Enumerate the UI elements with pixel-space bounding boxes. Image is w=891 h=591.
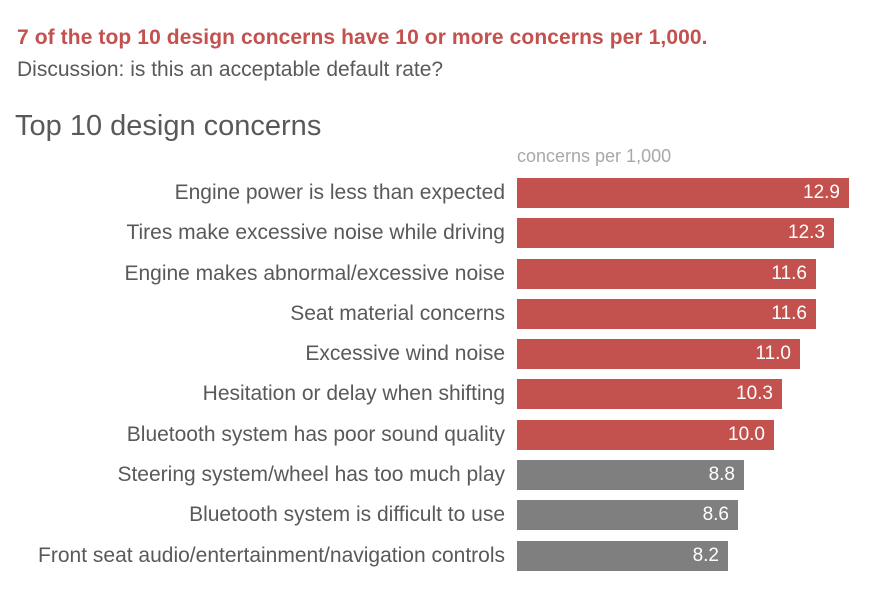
- category-label: Tires make excessive noise while driving: [126, 221, 505, 245]
- bar-value-label: 8.6: [702, 504, 729, 526]
- bar-track: 8.6: [517, 500, 891, 531]
- bar: 11.6: [517, 258, 816, 289]
- bar: 10.3: [517, 379, 782, 410]
- bar-row: Seat material concerns 11.6: [0, 298, 891, 329]
- bar-value-label: 10.0: [728, 423, 765, 445]
- value-axis-label: concerns per 1,000: [517, 146, 672, 166]
- bar-value-label: 11.6: [771, 302, 807, 324]
- category-label: Steering system/wheel has too much play: [117, 463, 505, 487]
- bar-row: Bluetooth system has poor sound quality …: [0, 419, 891, 450]
- category-label: Bluetooth system is difficult to use: [189, 503, 505, 527]
- bar-track: 12.9: [517, 178, 891, 208]
- bar-row: Tires make excessive noise while driving…: [0, 218, 891, 249]
- bar-row: Steering system/wheel has too much play …: [0, 460, 891, 491]
- bar: 8.8: [517, 460, 744, 491]
- bar-track: 12.3: [517, 218, 891, 249]
- category-label: Hesitation or delay when shifting: [202, 382, 505, 406]
- category-label: Front seat audio/entertainment/navigatio…: [38, 543, 505, 567]
- bar-row: Front seat audio/entertainment/navigatio…: [0, 540, 891, 571]
- bar: 11.6: [517, 298, 816, 329]
- bar-track: 8.8: [517, 460, 891, 491]
- bar: 11.0: [517, 339, 800, 370]
- category-label: Engine power is less than expected: [174, 181, 505, 204]
- bar: 12.3: [517, 218, 834, 249]
- bar-track: 10.0: [517, 419, 891, 450]
- discussion-line: Discussion: is this an acceptable defaul…: [17, 58, 444, 81]
- bar-value-label: 11.0: [755, 343, 791, 365]
- bar-value-label: 8.2: [692, 544, 719, 566]
- category-label: Excessive wind noise: [305, 342, 505, 366]
- bar-value-label: 12.9: [803, 182, 840, 203]
- bar-row: Engine makes abnormal/excessive noise 11…: [0, 258, 891, 289]
- bar-value-label: 12.3: [788, 222, 825, 244]
- bar-row: Hesitation or delay when shifting 10.3: [0, 379, 891, 410]
- takeaway-headline: 7 of the top 10 design concerns have 10 …: [17, 26, 708, 49]
- bar-row: Engine power is less than expected 12.9: [0, 178, 891, 208]
- category-label: Seat material concerns: [290, 301, 505, 325]
- bar: 8.2: [517, 540, 728, 571]
- bar-row: Bluetooth system is difficult to use 8.6: [0, 500, 891, 531]
- bar-value-label: 11.6: [771, 262, 807, 284]
- bar-track: 11.6: [517, 258, 891, 289]
- bar-rows: Engine power is less than expected 12.9 …: [0, 178, 891, 581]
- bar-row: Excessive wind noise 11.0: [0, 339, 891, 370]
- bar-track: 11.0: [517, 339, 891, 370]
- category-label: Engine makes abnormal/excessive noise: [124, 261, 505, 285]
- bar: 12.9: [517, 178, 849, 208]
- bar-track: 10.3: [517, 379, 891, 410]
- bar-track: 8.2: [517, 540, 891, 571]
- bar-value-label: 10.3: [736, 383, 773, 405]
- bar-track: 11.6: [517, 298, 891, 329]
- chart-title: Top 10 design concerns: [15, 110, 322, 142]
- category-label: Bluetooth system has poor sound quality: [126, 422, 505, 446]
- bar: 10.0: [517, 419, 774, 450]
- bar-value-label: 8.8: [708, 464, 735, 486]
- bar: 8.6: [517, 500, 738, 531]
